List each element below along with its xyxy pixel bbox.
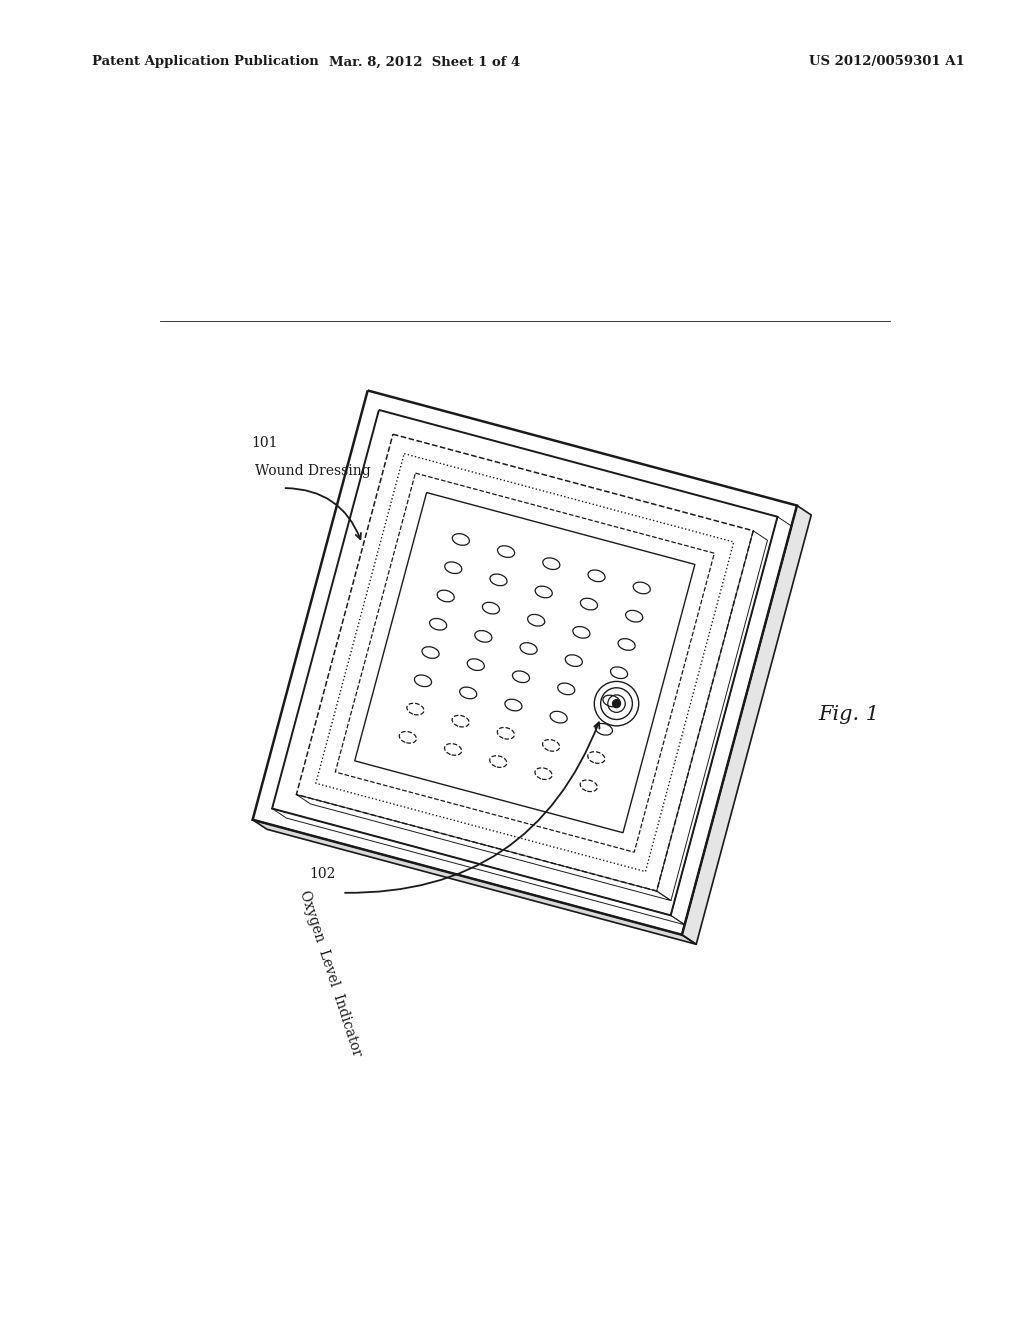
Text: Patent Application Publication: Patent Application Publication — [92, 55, 318, 69]
Text: Wound Dressing: Wound Dressing — [255, 465, 371, 478]
Text: 102: 102 — [309, 867, 336, 880]
Text: Fig. 1: Fig. 1 — [818, 705, 880, 723]
Text: Mar. 8, 2012  Sheet 1 of 4: Mar. 8, 2012 Sheet 1 of 4 — [330, 55, 520, 69]
Polygon shape — [253, 820, 696, 944]
Text: Oxygen  Level  Indicator: Oxygen Level Indicator — [297, 888, 364, 1059]
Polygon shape — [253, 391, 797, 935]
Circle shape — [612, 700, 621, 708]
Text: 101: 101 — [251, 436, 278, 450]
Text: US 2012/0059301 A1: US 2012/0059301 A1 — [809, 55, 965, 69]
Polygon shape — [682, 506, 811, 944]
